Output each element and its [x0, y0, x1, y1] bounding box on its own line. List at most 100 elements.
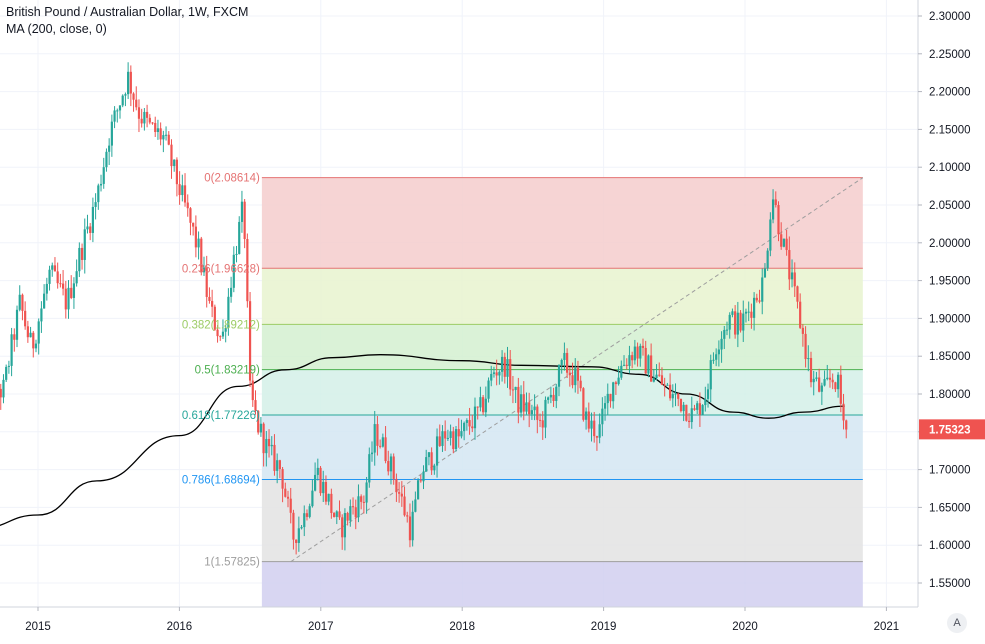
candle-body	[34, 343, 38, 349]
candle-body	[568, 372, 571, 376]
candle-body	[70, 287, 73, 298]
candle-body	[257, 410, 260, 433]
candle-body	[750, 311, 753, 318]
candle-body	[319, 467, 322, 494]
candle-body	[314, 474, 317, 491]
candle-body	[335, 511, 338, 517]
candle-body	[753, 297, 756, 318]
candle-body	[349, 506, 352, 521]
candle-body	[828, 377, 832, 380]
candle-body	[137, 107, 141, 119]
candle-body	[755, 297, 758, 301]
price-tick-label: 1.55000	[929, 578, 971, 590]
candle-body	[601, 408, 604, 425]
candle-body	[500, 356, 504, 372]
candle-body	[381, 437, 384, 447]
candle-body	[0, 388, 2, 398]
candle-body	[780, 234, 783, 247]
candle-body	[655, 374, 658, 379]
time-tick-label: 2016	[167, 621, 193, 633]
candle-body	[246, 239, 249, 302]
candle-body	[18, 294, 21, 310]
candle-body	[823, 379, 826, 386]
candle-body	[628, 355, 631, 366]
fib-level-label: 0.786(1.68694)	[182, 474, 260, 486]
candle-body	[259, 423, 263, 433]
candle-body	[549, 394, 552, 398]
candle-body	[10, 334, 13, 366]
candle-body	[720, 338, 723, 350]
fibonacci-retracement[interactable]	[261, 177, 864, 607]
candle-body	[164, 134, 168, 136]
candle-body	[327, 493, 330, 502]
candle-body	[620, 365, 623, 378]
candle-body	[660, 375, 664, 385]
fib-level-label: 0.618(1.77226)	[182, 410, 260, 422]
candle-body	[175, 159, 179, 185]
candle-body	[525, 402, 528, 412]
candle-body	[235, 253, 238, 255]
candle-body	[67, 287, 70, 310]
candle-body	[227, 296, 230, 329]
candle-body	[197, 238, 200, 248]
candle-body	[384, 437, 387, 462]
candle-body	[677, 393, 680, 399]
candle-body	[639, 345, 642, 359]
time-tick-label: 2015	[25, 621, 51, 633]
candle-body	[7, 365, 10, 367]
candle-body	[135, 99, 138, 108]
candle-body	[213, 306, 216, 330]
candle-body	[449, 431, 452, 438]
fib-level-label: 0.5(1.83219)	[195, 365, 260, 377]
candle-body	[476, 406, 479, 408]
candle-body	[124, 94, 127, 96]
candle-body	[132, 93, 135, 100]
candle-body	[202, 267, 206, 273]
candle-body	[438, 436, 441, 446]
candle-body	[519, 394, 523, 413]
candle-body	[590, 420, 593, 429]
price-tick-label: 2.20000	[929, 87, 971, 99]
candle-body	[411, 511, 414, 541]
candle-body	[86, 226, 89, 230]
candle-body	[747, 311, 750, 313]
candle-body	[221, 331, 225, 337]
price-tick-label: 2.30000	[929, 11, 971, 23]
time-axis[interactable]: 2015 2016 2017 2018 2019 2020 2021	[0, 606, 918, 639]
candle-body	[622, 364, 626, 366]
candle-body	[495, 372, 498, 376]
candle-body	[685, 404, 688, 421]
price-axis[interactable]: 1.550001.600001.650001.700001.750001.800…	[917, 0, 985, 639]
candle-body	[360, 496, 363, 502]
candle-body	[582, 388, 585, 420]
candle-body	[625, 364, 628, 366]
candle-body	[484, 398, 487, 413]
candle-body	[606, 393, 609, 404]
candle-body	[522, 394, 525, 412]
price-tick-label: 1.80000	[929, 389, 971, 401]
candle-body	[216, 329, 219, 337]
candle-body	[728, 314, 731, 330]
candle-body	[373, 424, 376, 453]
candle-body	[603, 403, 607, 409]
candle-body	[435, 436, 439, 466]
candle-body	[43, 293, 46, 309]
ma-indicator-label: MA (200, close, 0)	[6, 22, 107, 36]
candle-body	[460, 431, 463, 437]
candle-body	[777, 205, 780, 235]
candle-body	[696, 403, 699, 410]
price-tick-label: 1.70000	[929, 465, 971, 477]
candle-body	[820, 385, 823, 392]
candle-body	[265, 438, 268, 454]
candle-body	[433, 465, 436, 471]
fib-zone	[261, 369, 863, 415]
candle-body	[430, 452, 433, 471]
candle-body	[804, 333, 807, 360]
candle-body	[457, 429, 460, 437]
candle-body	[83, 229, 86, 260]
candle-body	[785, 238, 788, 251]
price-tick-label: 2.00000	[929, 238, 971, 250]
auto-scale-button[interactable]: A	[947, 613, 967, 633]
